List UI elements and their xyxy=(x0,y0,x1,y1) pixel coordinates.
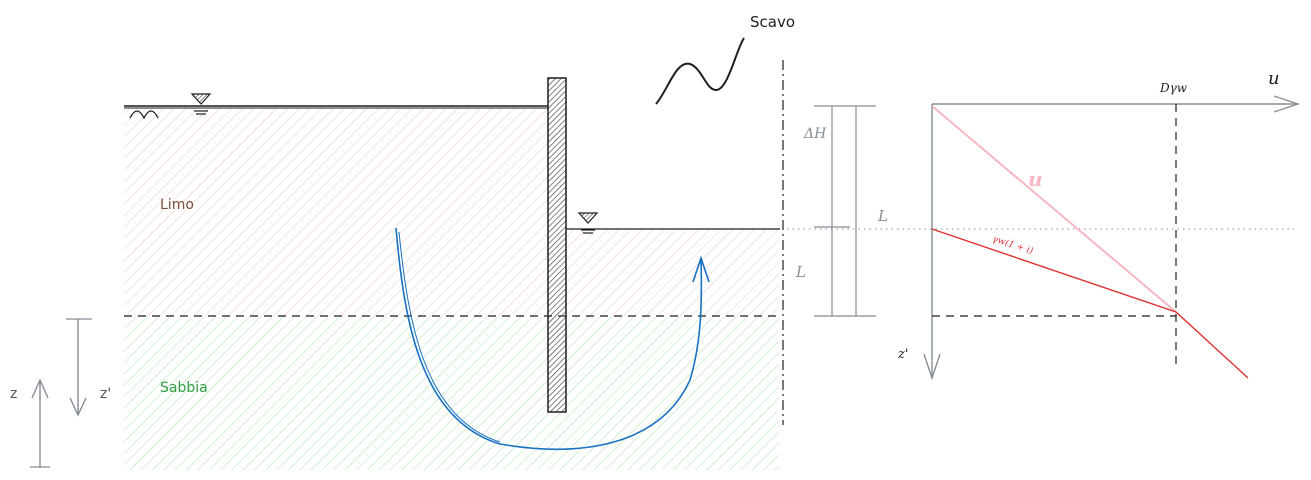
gamma-w-line xyxy=(931,228,1249,379)
u-line-label: u xyxy=(1028,167,1043,191)
gamma-line-label: γw(1 + i) xyxy=(991,233,1035,257)
u-axis-label: u xyxy=(1268,68,1280,89)
z-axis xyxy=(30,378,50,468)
l-label-upper: L xyxy=(877,207,888,225)
sheet-pile-icon xyxy=(547,77,567,413)
water-table-icon xyxy=(190,93,212,115)
silt-label: Limo xyxy=(160,197,194,213)
z-prime-axis-label: z' xyxy=(897,347,908,362)
l-label-lower: L xyxy=(795,263,806,281)
ground-surface-icon xyxy=(124,105,548,120)
excavation-label: Scavo xyxy=(750,13,795,31)
z-label: z xyxy=(10,386,17,402)
z-prime-label-left: z' xyxy=(100,386,111,402)
excavation-sketch xyxy=(655,37,745,105)
z-prime-axis xyxy=(923,104,941,381)
z-prime-axis-left xyxy=(66,318,92,417)
silt-layer-right xyxy=(566,230,779,316)
water-table-icon xyxy=(577,212,599,234)
d-gamma-w-label: Dγw xyxy=(1159,81,1188,95)
u-axis xyxy=(932,95,1301,113)
delta-h-label: ΔH xyxy=(803,126,827,142)
dimension-lines xyxy=(814,105,876,317)
u-distribution-line xyxy=(931,105,1177,313)
silt-layer-left xyxy=(124,108,548,316)
sand-layer xyxy=(124,316,779,470)
flow-line-arrow-icon xyxy=(395,227,710,450)
sand-label: Sabbia xyxy=(160,380,208,396)
